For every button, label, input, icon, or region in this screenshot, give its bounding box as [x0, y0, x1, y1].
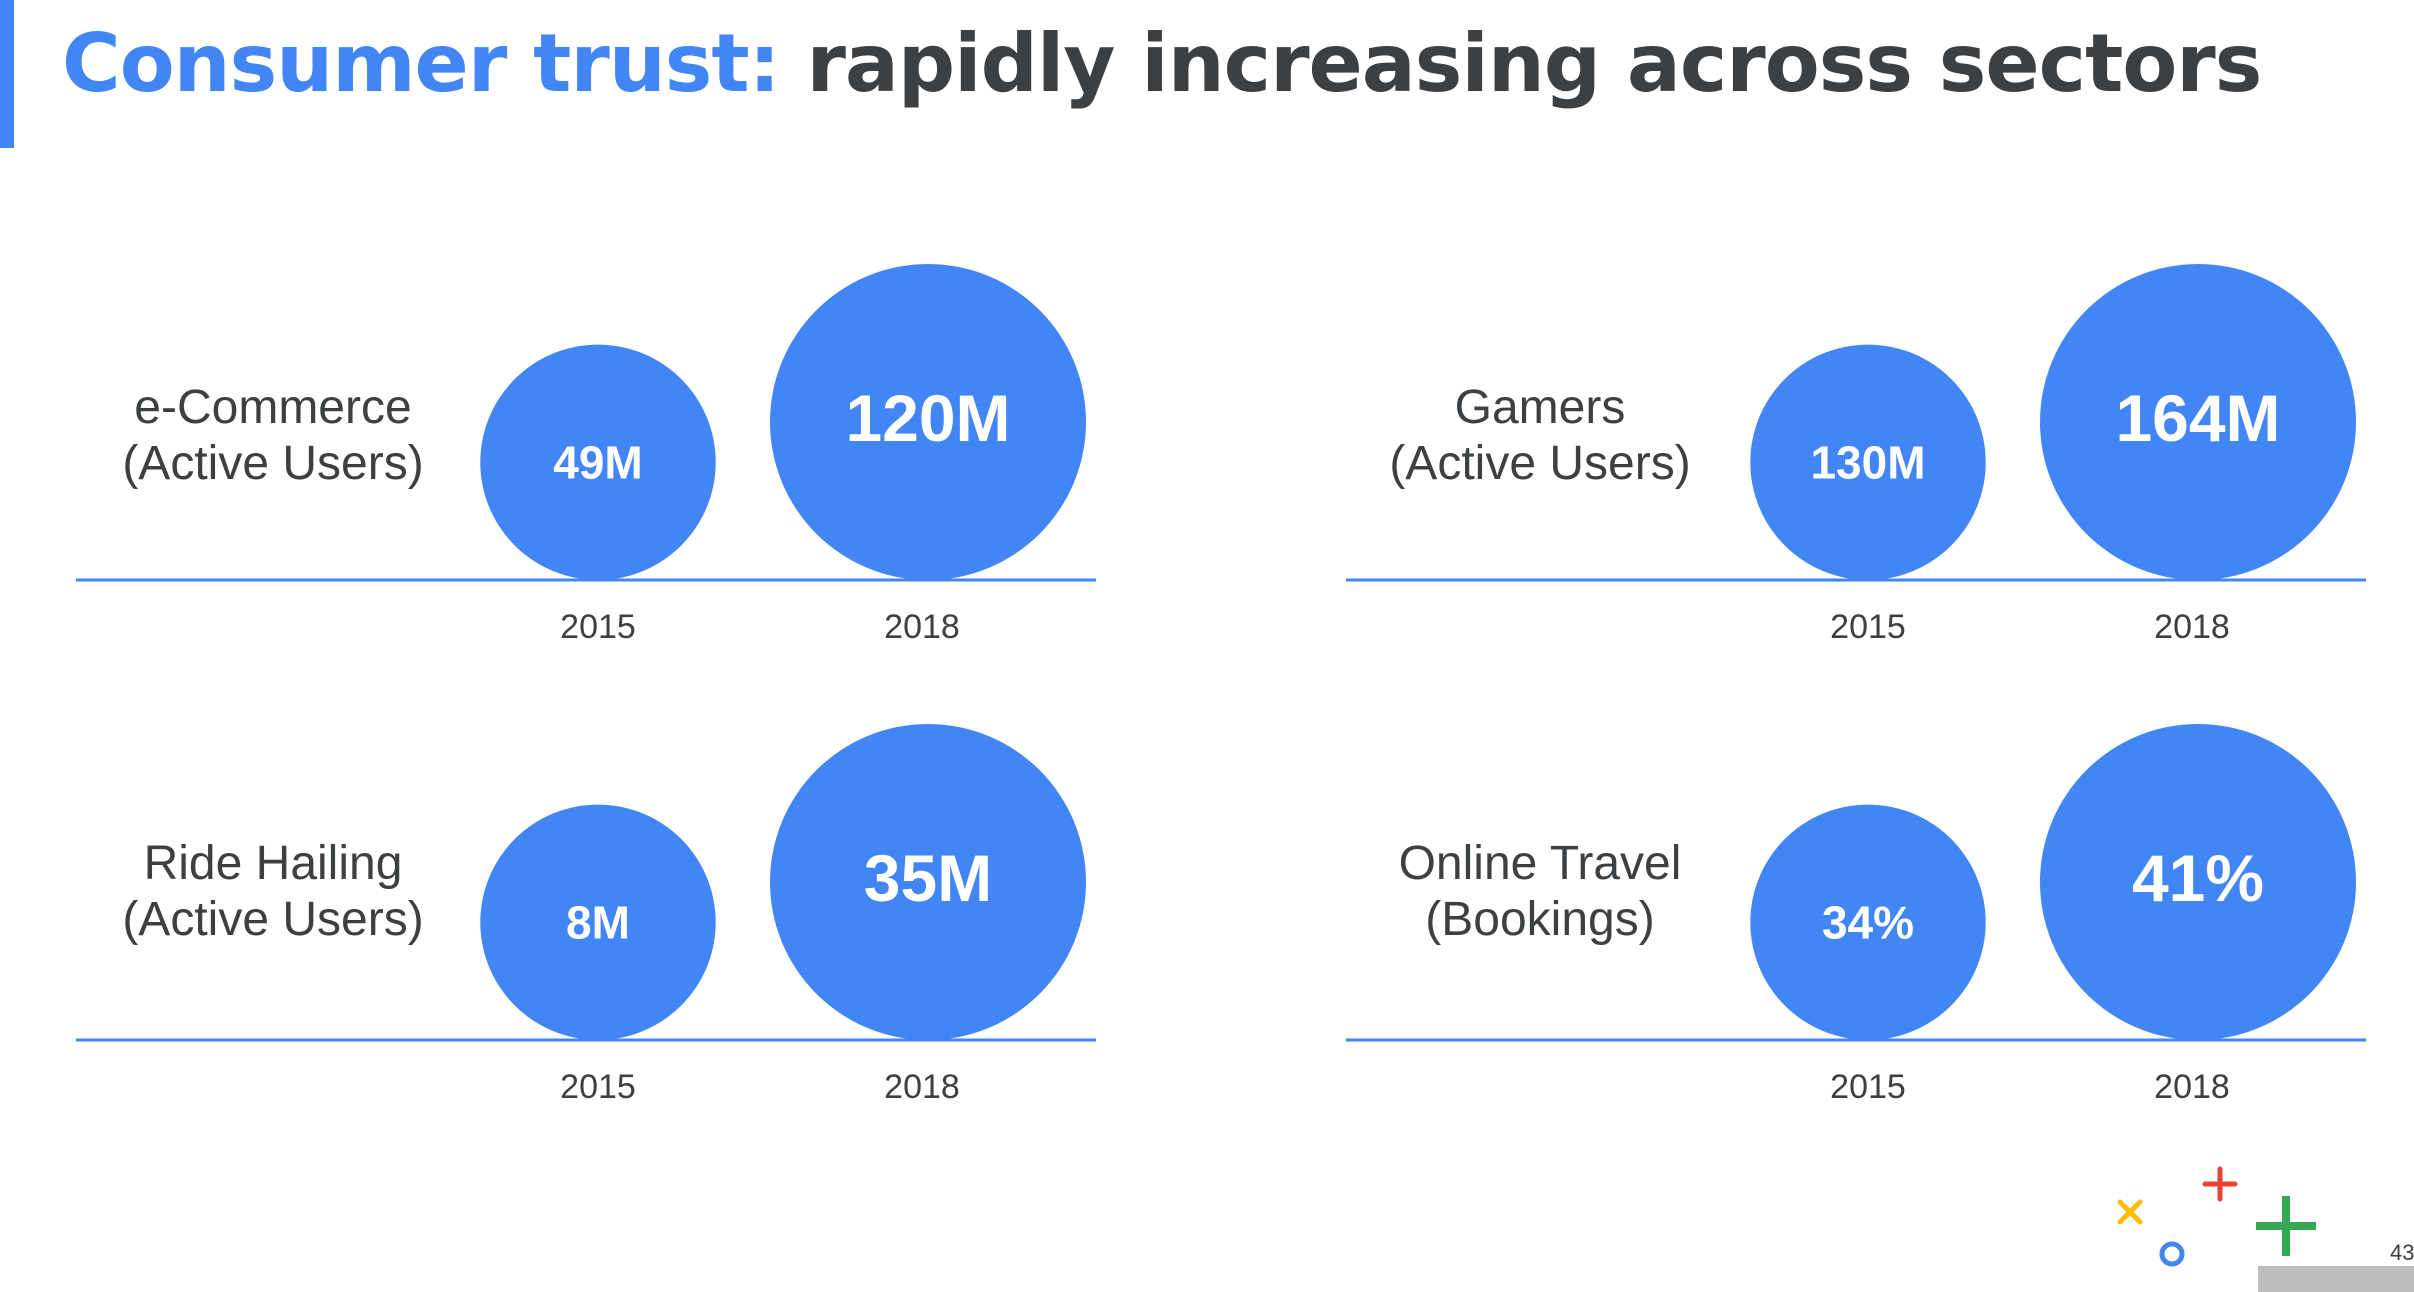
footer-strip: [2258, 1266, 2414, 1292]
panel-label-line2: (Active Users): [122, 893, 424, 946]
green-plus-icon: [2256, 1196, 2316, 1256]
panel-label-line2: (Active Users): [122, 437, 424, 490]
bubble-value-2018: 164M: [2115, 381, 2280, 455]
panel-label-line1: Gamers: [1454, 381, 1626, 434]
panel-ride-hailing: Ride Hailing (Active Users) 8M 2015 35M 201…: [48, 700, 1148, 1120]
bubble-chart-online-travel: 34% 2015 41% 2018: [1346, 724, 2366, 1106]
year-label-2018: 2018: [884, 608, 960, 646]
bubble-2015: [1750, 804, 1986, 1040]
bubble-value-2015: 8M: [566, 896, 630, 948]
red-plus-icon: [2202, 1166, 2238, 1202]
bubble-chart-ecommerce: 49M 2015 120M 2018: [76, 264, 1096, 646]
title-highlight: Consumer trust:: [62, 17, 781, 110]
year-label-2015: 2015: [560, 1068, 636, 1106]
title-rest: rapidly increasing across sectors: [779, 17, 2262, 110]
panel-label: Gamers (Active Users): [1360, 380, 1720, 492]
bubble-value-2018: 41%: [2132, 841, 2264, 915]
title-accent-bar: [0, 0, 14, 148]
panel-gamers: Gamers (Active Users) 130M 2015 164M 2018: [1318, 240, 2414, 660]
panel-label-line1: Online Travel: [1398, 837, 1682, 890]
panel-ecommerce: e-Commerce (Active Users) 49M 2015 120M 201…: [48, 240, 1148, 660]
bubble-chart-gamers: 130M 2015 164M 2018: [1346, 264, 2366, 646]
bubble-value-2015: 49M: [553, 436, 642, 488]
page-number: 43: [2390, 1240, 2414, 1265]
panel-label: e-Commerce (Active Users): [93, 380, 453, 492]
page-title: Consumer trust: rapidly increasing acros…: [62, 14, 2262, 114]
panel-label: Online Travel (Bookings): [1360, 836, 1720, 948]
panel-label-line1: e-Commerce: [134, 381, 412, 434]
bubble-value-2018: 120M: [845, 381, 1010, 455]
bubble-2018: [2040, 724, 2356, 1040]
bubble-2015: [1750, 344, 1986, 580]
bubble-value-2018: 35M: [864, 841, 992, 915]
bubble-value-2015: 130M: [1810, 436, 1925, 488]
panel-label: Ride Hailing (Active Users): [93, 836, 453, 948]
year-label-2015: 2015: [1830, 1068, 1906, 1106]
bubble-value-2015: 34%: [1822, 896, 1914, 948]
blue-circle-icon: [2159, 1241, 2185, 1267]
panel-label-line2: (Active Users): [1389, 437, 1691, 490]
panel-online-travel: Online Travel (Bookings) 34% 2015 41% 2018: [1318, 700, 2414, 1120]
bubble-2015: [480, 804, 716, 1040]
year-label-2015: 2015: [1830, 608, 1906, 646]
bubble-chart-ride-hailing: 8M 2015 35M 2018: [76, 724, 1096, 1106]
bubble-2018: [770, 724, 1086, 1040]
bubble-2018: [2040, 264, 2356, 580]
year-label-2015: 2015: [560, 608, 636, 646]
bubble-2018: [770, 264, 1086, 580]
year-label-2018: 2018: [2154, 1068, 2230, 1106]
bubble-2015: [480, 344, 716, 580]
panel-label-line2: (Bookings): [1425, 893, 1655, 946]
year-label-2018: 2018: [884, 1068, 960, 1106]
year-label-2018: 2018: [2154, 608, 2230, 646]
yellow-x-icon: [2117, 1199, 2143, 1225]
panel-label-line1: Ride Hailing: [143, 837, 403, 890]
